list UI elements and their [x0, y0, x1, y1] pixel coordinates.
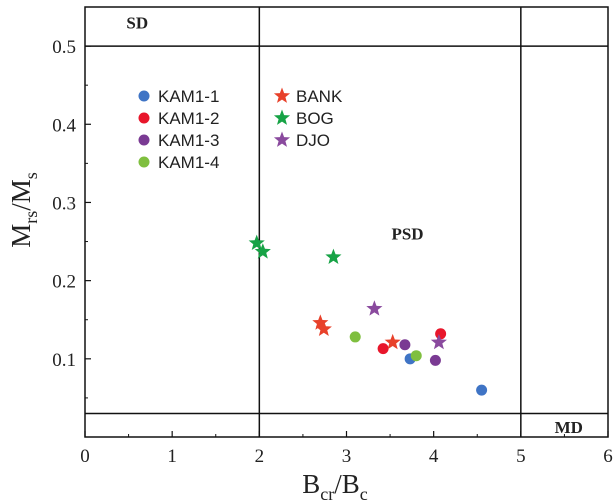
data-point-kam1-3: [429, 354, 441, 366]
x-axis-title-main: B: [302, 469, 320, 499]
data-point-bog: [325, 248, 342, 265]
y-axis-title-main: M: [6, 224, 36, 248]
y-tick-label: 0.4: [52, 115, 76, 136]
axis-tick-labels: 0 1 2 3 4 5 6 0.1 0.2 0.3 0.4 0.5: [52, 37, 613, 467]
legend-marker-kam1-3: [138, 134, 150, 146]
legend-label-kam1-4: KAM1-4: [158, 153, 219, 172]
legend-marker-kam1-1: [138, 90, 150, 102]
y-axis-title-sub-1: rs: [21, 211, 41, 224]
domain-region-labels: SD PSD MD: [126, 14, 583, 437]
region-label-sd: SD: [126, 14, 148, 33]
data-point-bank: [312, 314, 329, 330]
x-tick-label: 2: [255, 446, 265, 467]
legend: KAM1-1 KAM1-2 KAM1-3 KAM1-4 BANK BOG DJO: [138, 87, 343, 172]
data-point-kam1-2: [435, 328, 447, 340]
x-tick-label: 5: [516, 446, 526, 467]
data-point-bank: [315, 320, 332, 336]
data-point-kam1-4: [349, 331, 361, 343]
x-axis-title-sub-2: c: [360, 484, 368, 503]
data-point-kam1-3: [399, 339, 411, 351]
reference-lines: [85, 7, 608, 437]
y-tick-label: 0.2: [52, 272, 76, 293]
data-point-kam1-2: [377, 343, 389, 355]
y-axis-title-sep: /M: [6, 179, 36, 211]
x-axis-title-sep: /B: [334, 469, 360, 499]
data-point-bog: [248, 234, 265, 250]
y-tick-label: 0.3: [52, 193, 76, 214]
plot-frame: [84, 6, 609, 438]
x-tick-label: 4: [429, 446, 439, 467]
data-point-bank: [384, 333, 401, 350]
axis-ticks: [84, 6, 609, 437]
data-point-kam1-1: [476, 384, 488, 396]
data-point-bog: [254, 243, 271, 259]
x-tick-label: 0: [80, 446, 90, 467]
region-label-md: MD: [555, 418, 583, 437]
legend-label-djo: DJO: [296, 131, 330, 150]
x-axis-title: Bcr/Bc: [302, 469, 368, 503]
legend-marker-kam1-4: [138, 156, 150, 168]
legend-label-bank: BANK: [296, 87, 343, 106]
x-tick-label: 3: [342, 446, 352, 467]
data-point-djo: [430, 333, 447, 350]
x-axis-title-sub-1: cr: [320, 484, 334, 503]
data-point-kam1-4: [410, 350, 422, 362]
y-tick-label: 0.1: [52, 350, 76, 371]
legend-marker-bank: [273, 87, 291, 103]
legend-label-kam1-1: KAM1-1: [158, 87, 219, 106]
data-points: [248, 234, 488, 396]
data-point-djo: [366, 300, 383, 316]
y-tick-label: 0.5: [52, 37, 76, 58]
region-label-psd: PSD: [391, 225, 423, 244]
x-tick-label: 1: [167, 446, 177, 467]
x-tick-label: 6: [603, 446, 613, 467]
y-axis-title: Mrs/Ms: [6, 172, 41, 248]
legend-label-kam1-3: KAM1-3: [158, 131, 219, 150]
y-axis-title-sub-2: s: [21, 172, 41, 179]
legend-label-kam1-2: KAM1-2: [158, 109, 219, 128]
legend-marker-kam1-2: [138, 112, 150, 124]
legend-label-bog: BOG: [296, 109, 334, 128]
legend-marker-djo: [273, 131, 291, 147]
legend-marker-bog: [273, 109, 291, 125]
